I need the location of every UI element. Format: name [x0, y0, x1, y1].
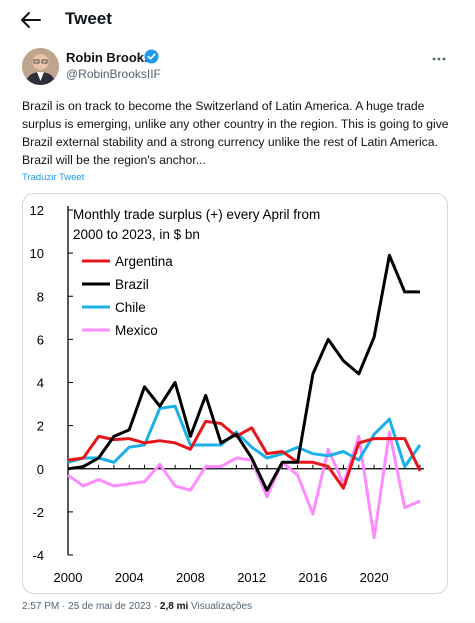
chart-image[interactable]: -4 -2 0 2 4 6 8 10 12 2000 2004 2008 2012 2016 2020 Mon…	[22, 193, 448, 594]
more-dots-icon	[432, 57, 446, 61]
y-tick-label: 4	[37, 376, 44, 391]
author-handle[interactable]: @RobinBrooksIIF	[66, 67, 161, 81]
y-tick-label: -2	[32, 505, 44, 520]
series-line-chile	[67, 404, 422, 469]
avatar[interactable]	[22, 48, 59, 85]
avatar-image	[22, 48, 59, 85]
y-tick-label: 6	[37, 332, 44, 347]
legend-label-brazil: Brazil	[115, 277, 149, 292]
y-tick-label: 10	[30, 246, 44, 261]
top-bar: Tweet	[0, 0, 475, 40]
view-count: 2,8 mi	[159, 601, 189, 612]
chart-title-line2: 2000 to 2023, in $ bn	[73, 227, 200, 242]
x-tick-label: 2004	[115, 570, 144, 585]
y-tick-label: -4	[32, 548, 44, 563]
x-tick-label: 2008	[176, 570, 205, 585]
tweet-meta: 2:57 PM · 25 de mai de 2023 · 2,8 mi Vis…	[22, 601, 252, 612]
y-tick-label: 8	[37, 289, 44, 304]
meta-separator: ·	[62, 601, 66, 612]
series-line-brazil	[67, 253, 420, 492]
page-title: Tweet	[65, 9, 112, 28]
translate-link[interactable]: Traduzir Tweet	[22, 172, 85, 183]
y-tick-label: 12	[30, 203, 44, 218]
y-tick-label: 2	[37, 419, 44, 434]
series-line-argentina	[67, 419, 422, 490]
legend-label-argentina: Argentina	[115, 254, 173, 269]
legend-label-chile: Chile	[115, 300, 146, 315]
legend-label-mexico: Mexico	[115, 323, 158, 338]
author-name[interactable]: Robin Brooks	[66, 50, 152, 65]
x-tick-label: 2020	[360, 570, 389, 585]
meta-separator: ·	[153, 601, 158, 612]
trade-surplus-chart: -4 -2 0 2 4 6 8 10 12 2000 2004 2008 2012 2016 2020 Mon…	[30, 203, 424, 585]
more-button[interactable]	[430, 52, 448, 64]
back-button[interactable]	[20, 10, 42, 30]
arrow-left-icon	[21, 12, 41, 28]
tweet-date[interactable]: 25 de mai de 2023	[68, 601, 151, 612]
y-tick-label: 0	[37, 462, 44, 477]
x-tick-label: 2016	[298, 570, 327, 585]
tweet-time[interactable]: 2:57 PM	[22, 601, 60, 612]
chart-title-line1: Monthly trade surplus (+) every April fr…	[73, 207, 320, 222]
view-label: Visualizações	[191, 601, 253, 612]
verified-badge-icon	[144, 49, 159, 64]
x-tick-label: 2012	[237, 570, 266, 585]
tweet-text: Brazil is on track to become the Switzer…	[22, 99, 449, 167]
x-tick-label: 2000	[54, 570, 83, 585]
